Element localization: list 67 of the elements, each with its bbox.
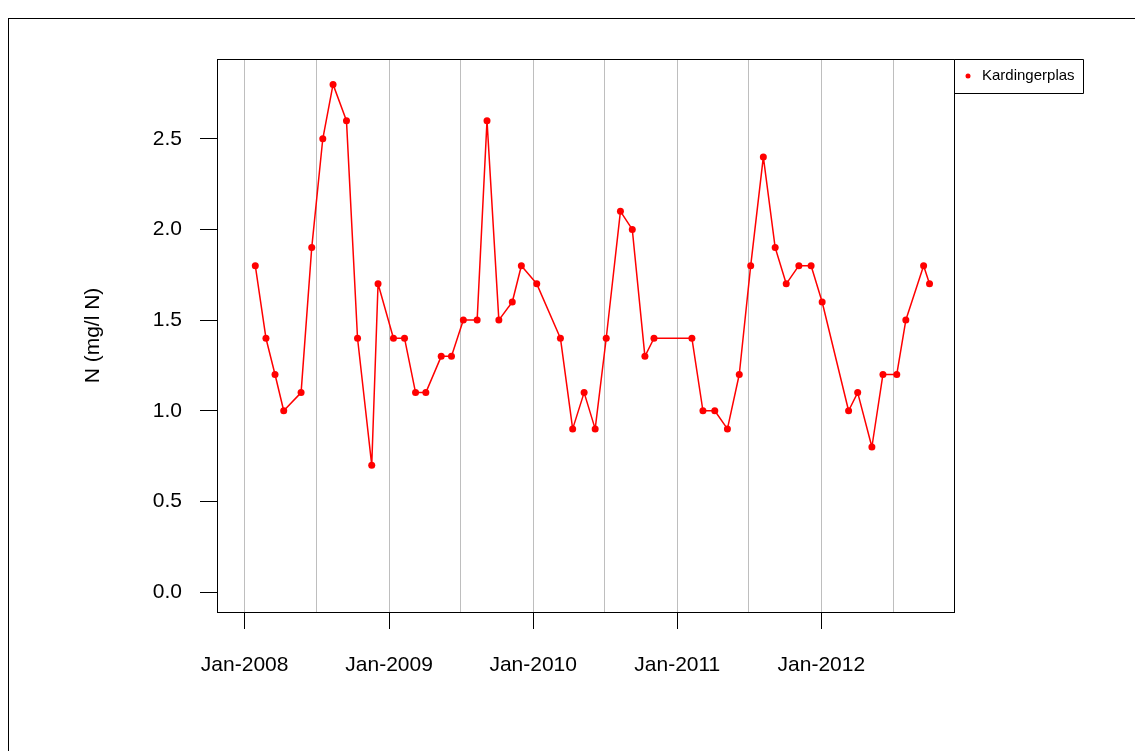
- point: [641, 352, 649, 360]
- point: [368, 461, 376, 469]
- point: [845, 407, 853, 415]
- point: [342, 117, 350, 125]
- point: [747, 262, 755, 270]
- x-tick-label: Jan-2012: [777, 652, 866, 676]
- point: [807, 262, 815, 270]
- point: [508, 298, 516, 306]
- point: [308, 244, 316, 252]
- point: [723, 425, 731, 433]
- point: [354, 334, 362, 342]
- point: [650, 334, 658, 342]
- point: [628, 225, 636, 233]
- point: [580, 389, 588, 397]
- point: [699, 407, 707, 415]
- point: [920, 262, 928, 270]
- y-tick-label: 0.5: [152, 488, 182, 512]
- point: [795, 262, 803, 270]
- point: [447, 352, 455, 360]
- x-tick-label: Jan-2010: [489, 652, 577, 676]
- point: [473, 316, 481, 324]
- point: [759, 153, 767, 161]
- y-tick-label: 1.5: [152, 306, 182, 330]
- point: [854, 389, 862, 397]
- point: [329, 80, 337, 88]
- point: [616, 207, 624, 215]
- y-axis-title: N (mg/l N): [80, 287, 104, 384]
- point: [297, 389, 305, 397]
- point: [389, 334, 397, 342]
- point: [688, 334, 696, 342]
- point: [771, 244, 779, 252]
- point: [782, 280, 790, 288]
- point: [926, 280, 934, 288]
- point: [569, 425, 577, 433]
- x-tick-label: Jan-2008: [200, 652, 289, 676]
- y-tick-label: 0.0: [152, 578, 182, 602]
- text: Kardingerplas: [982, 66, 1075, 84]
- y-tick-label: 2.5: [152, 125, 182, 149]
- point: [556, 334, 564, 342]
- point: [602, 334, 610, 342]
- point: [319, 135, 327, 143]
- x-tick-label: Jan-2009: [345, 652, 433, 676]
- point: [495, 316, 503, 324]
- point: [879, 370, 887, 378]
- y-tick-label: 1.0: [152, 397, 182, 421]
- point: [459, 316, 467, 324]
- point: [374, 280, 382, 288]
- point: [711, 407, 719, 415]
- point: [422, 389, 430, 397]
- point: [262, 334, 270, 342]
- point: [735, 370, 743, 378]
- point: [533, 280, 541, 288]
- point: [591, 425, 599, 433]
- point: [401, 334, 409, 342]
- point: [271, 370, 279, 378]
- point: [483, 117, 491, 125]
- x-tick-label: Jan-2011: [634, 652, 721, 676]
- point: [412, 389, 420, 397]
- point: [902, 316, 910, 324]
- point: [818, 298, 826, 306]
- point: [251, 262, 259, 270]
- point: [517, 262, 525, 270]
- y-tick-label: 2.0: [152, 216, 182, 240]
- point: [868, 443, 876, 451]
- point: [893, 370, 901, 378]
- point: [437, 352, 445, 360]
- point: [280, 407, 288, 415]
